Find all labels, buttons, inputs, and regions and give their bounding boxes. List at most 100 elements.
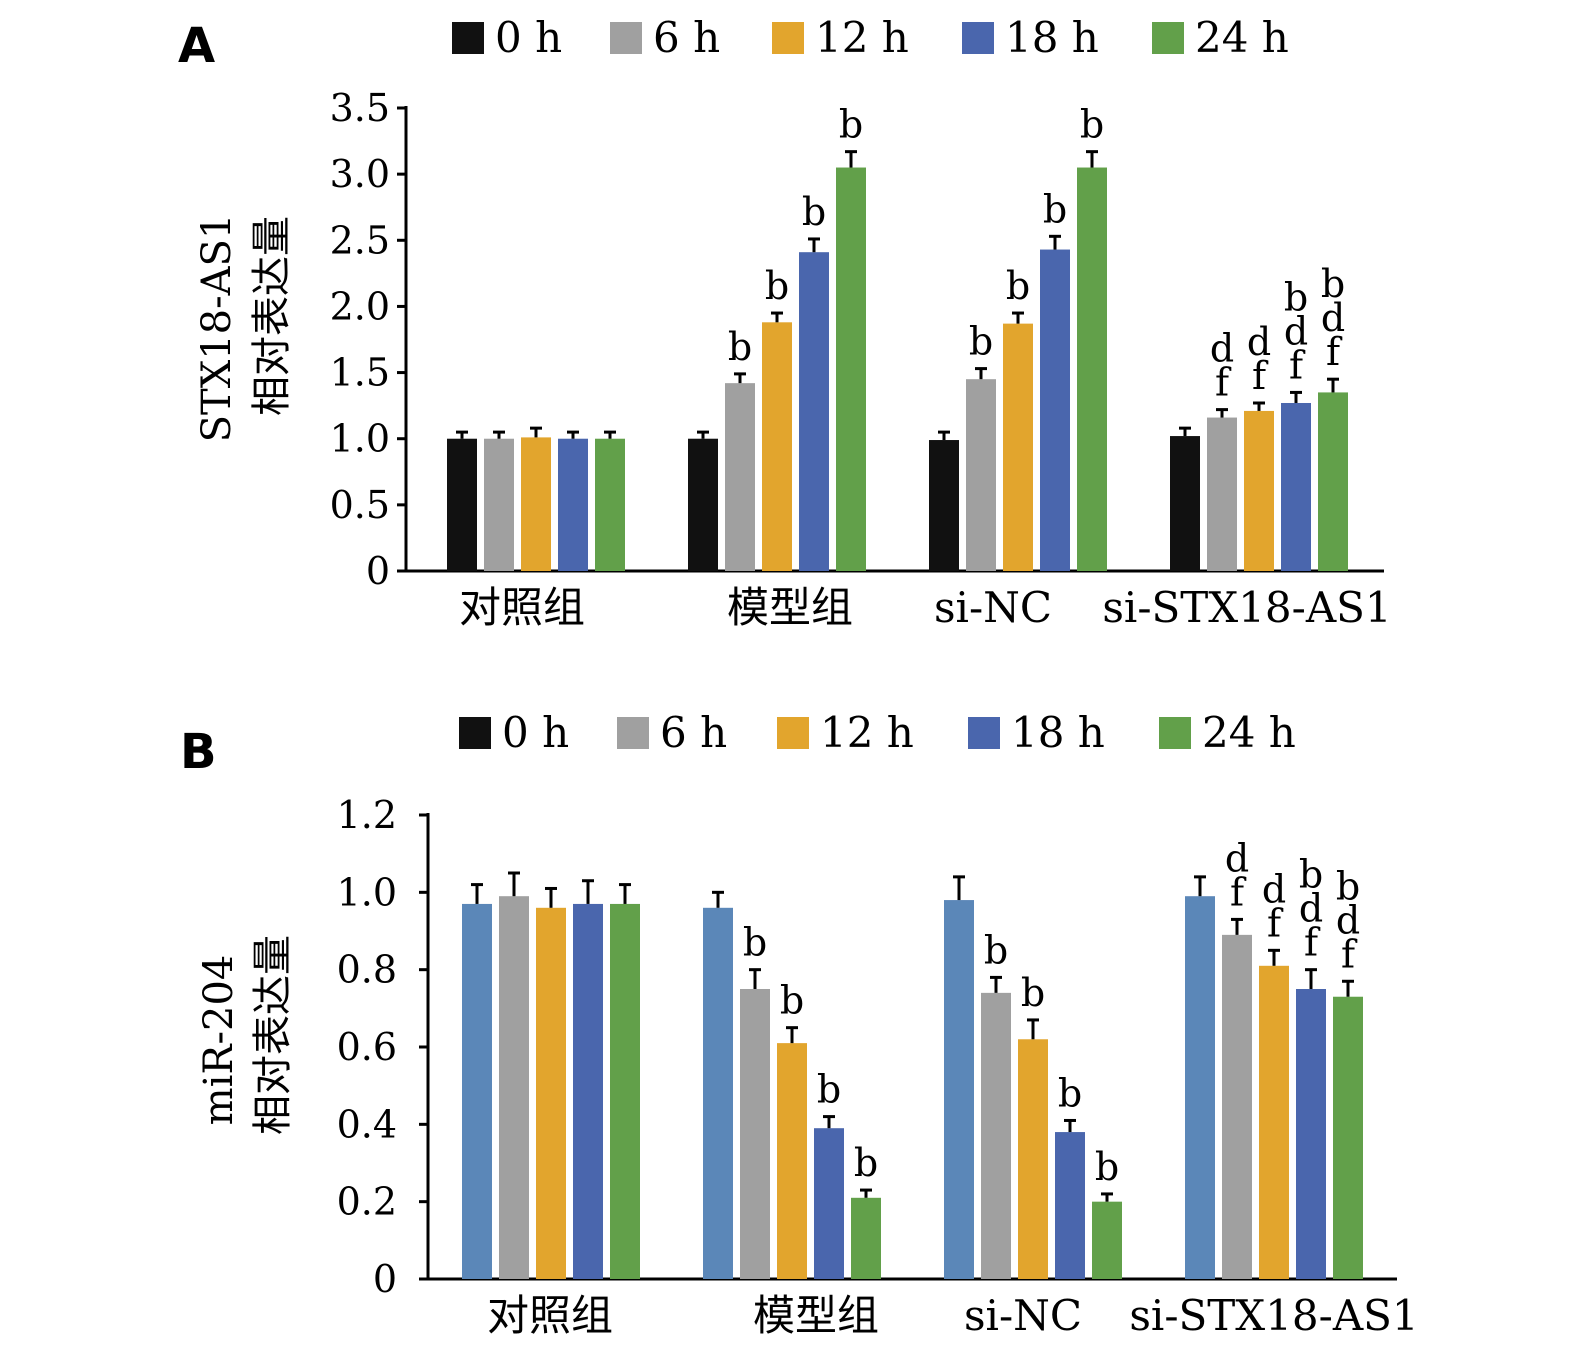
category-label: si-NC	[934, 583, 1052, 632]
legend-swatch	[772, 22, 804, 54]
legend-swatch	[459, 717, 491, 749]
legend-swatch	[617, 717, 649, 749]
significance-label: b	[1006, 264, 1030, 308]
category-label: 对照组	[487, 1291, 613, 1340]
significance-label: d	[1321, 296, 1345, 340]
bar	[1185, 896, 1215, 1279]
bar	[1207, 417, 1237, 571]
y-tick-label: 0	[373, 1257, 397, 1301]
significance-label: f	[1215, 361, 1232, 405]
legend-label: 18 h	[1011, 708, 1105, 757]
plot-a: 00.51.01.52.02.53.03.5对照组bbbb模型组bbbbsi-N…	[330, 86, 1392, 632]
y-tick-label: 3.0	[330, 152, 390, 196]
bar	[703, 907, 733, 1279]
bar	[499, 896, 529, 1279]
bar	[1318, 392, 1348, 571]
significance-label: d	[1284, 309, 1308, 353]
legend-label: 24 h	[1202, 708, 1296, 757]
bar	[462, 903, 492, 1279]
significance-label: d	[1299, 887, 1323, 931]
bar	[688, 438, 718, 571]
bar	[447, 438, 477, 571]
category-label: si-STX18-AS1	[1129, 1291, 1418, 1340]
legend-label: 18 h	[1005, 13, 1099, 62]
bar	[1333, 996, 1363, 1279]
bar	[573, 903, 603, 1279]
significance-label: b	[839, 103, 863, 147]
legend-a: 0 h 6 h 12 h 18 h 24 h	[452, 13, 1289, 62]
legend-swatch	[962, 22, 994, 54]
legend-swatch	[968, 717, 1000, 749]
bar	[981, 992, 1011, 1279]
bar	[966, 379, 996, 571]
legend-label: 0 h	[502, 708, 569, 757]
legend-label: 12 h	[820, 708, 914, 757]
y-tick-label: 1.0	[330, 417, 390, 461]
bar	[944, 900, 974, 1279]
significance-label: b	[765, 264, 789, 308]
bar	[1281, 402, 1311, 571]
significance-label: b	[984, 928, 1008, 972]
significance-label: b	[1021, 971, 1045, 1015]
bar	[1244, 410, 1274, 571]
category-label: 模型组	[727, 583, 853, 632]
y-tick-label: 0.5	[330, 483, 390, 527]
significance-label: b	[1058, 1071, 1082, 1115]
bar	[484, 438, 514, 571]
bar	[1003, 323, 1033, 571]
y-tick-label: 0.6	[337, 1025, 397, 1069]
significance-label: f	[1289, 343, 1306, 387]
significance-label: f	[1304, 921, 1321, 965]
significance-label: b	[1321, 262, 1345, 306]
y-tick-label: 2.0	[330, 284, 390, 328]
panel-a: A 0 h 6 h 12 h 18 h 24 h 0 0.5 1.0 1.5 2.0 2.5 3.0…	[178, 13, 1392, 632]
bar	[762, 322, 792, 571]
legend-swatch	[1152, 22, 1184, 54]
y-axis-label-b-line1: miR-204	[196, 955, 242, 1126]
legend-label: 6 h	[653, 13, 720, 62]
bar	[1077, 167, 1107, 571]
category-label: si-NC	[964, 1291, 1082, 1340]
bar	[929, 440, 959, 571]
significance-label: b	[969, 320, 993, 364]
category-label: 对照组	[459, 583, 585, 632]
y-tick-label: 2.5	[330, 218, 390, 262]
y-tick-label: 1.0	[337, 870, 397, 914]
bar	[740, 989, 770, 1279]
bar	[1222, 934, 1252, 1279]
significance-label: d	[1262, 867, 1286, 911]
bar	[1170, 436, 1200, 571]
y-tick-label: 1.5	[330, 351, 390, 395]
significance-label: b	[1080, 103, 1104, 147]
significance-label: b	[817, 1068, 841, 1112]
bar	[595, 438, 625, 571]
y-tick-label: 1.2	[337, 793, 397, 837]
significance-label: f	[1252, 354, 1269, 398]
legend-b: 0 h 6 h 12 h 18 h 24 h	[459, 708, 1296, 757]
significance-label: b	[728, 325, 752, 369]
significance-label: f	[1267, 901, 1284, 945]
plot-b: 00.20.40.60.81.01.2对照组bbbb模型组bbbbsi-NCdf…	[337, 793, 1419, 1340]
y-tick-label: 0	[366, 549, 390, 593]
bar	[536, 907, 566, 1279]
bar	[851, 1197, 881, 1279]
significance-label: b	[802, 190, 826, 234]
significance-label: f	[1326, 330, 1343, 374]
y-axis-label-b-line2: 相对表达量	[250, 935, 296, 1135]
bar	[777, 1043, 807, 1279]
y-tick-label: 0.4	[337, 1102, 397, 1146]
bar	[1040, 249, 1070, 571]
panel-a-label: A	[178, 18, 215, 74]
significance-label: b	[1095, 1145, 1119, 1189]
legend-label: 24 h	[1195, 13, 1289, 62]
bar	[1092, 1201, 1122, 1279]
bar	[725, 383, 755, 571]
significance-label: d	[1247, 320, 1271, 364]
legend-label: 12 h	[815, 13, 909, 62]
legend-label: 0 h	[495, 13, 562, 62]
bar	[1259, 965, 1289, 1279]
significance-label: f	[1341, 932, 1358, 976]
panel-b-label: B	[180, 724, 217, 780]
category-label: 模型组	[753, 1291, 879, 1340]
